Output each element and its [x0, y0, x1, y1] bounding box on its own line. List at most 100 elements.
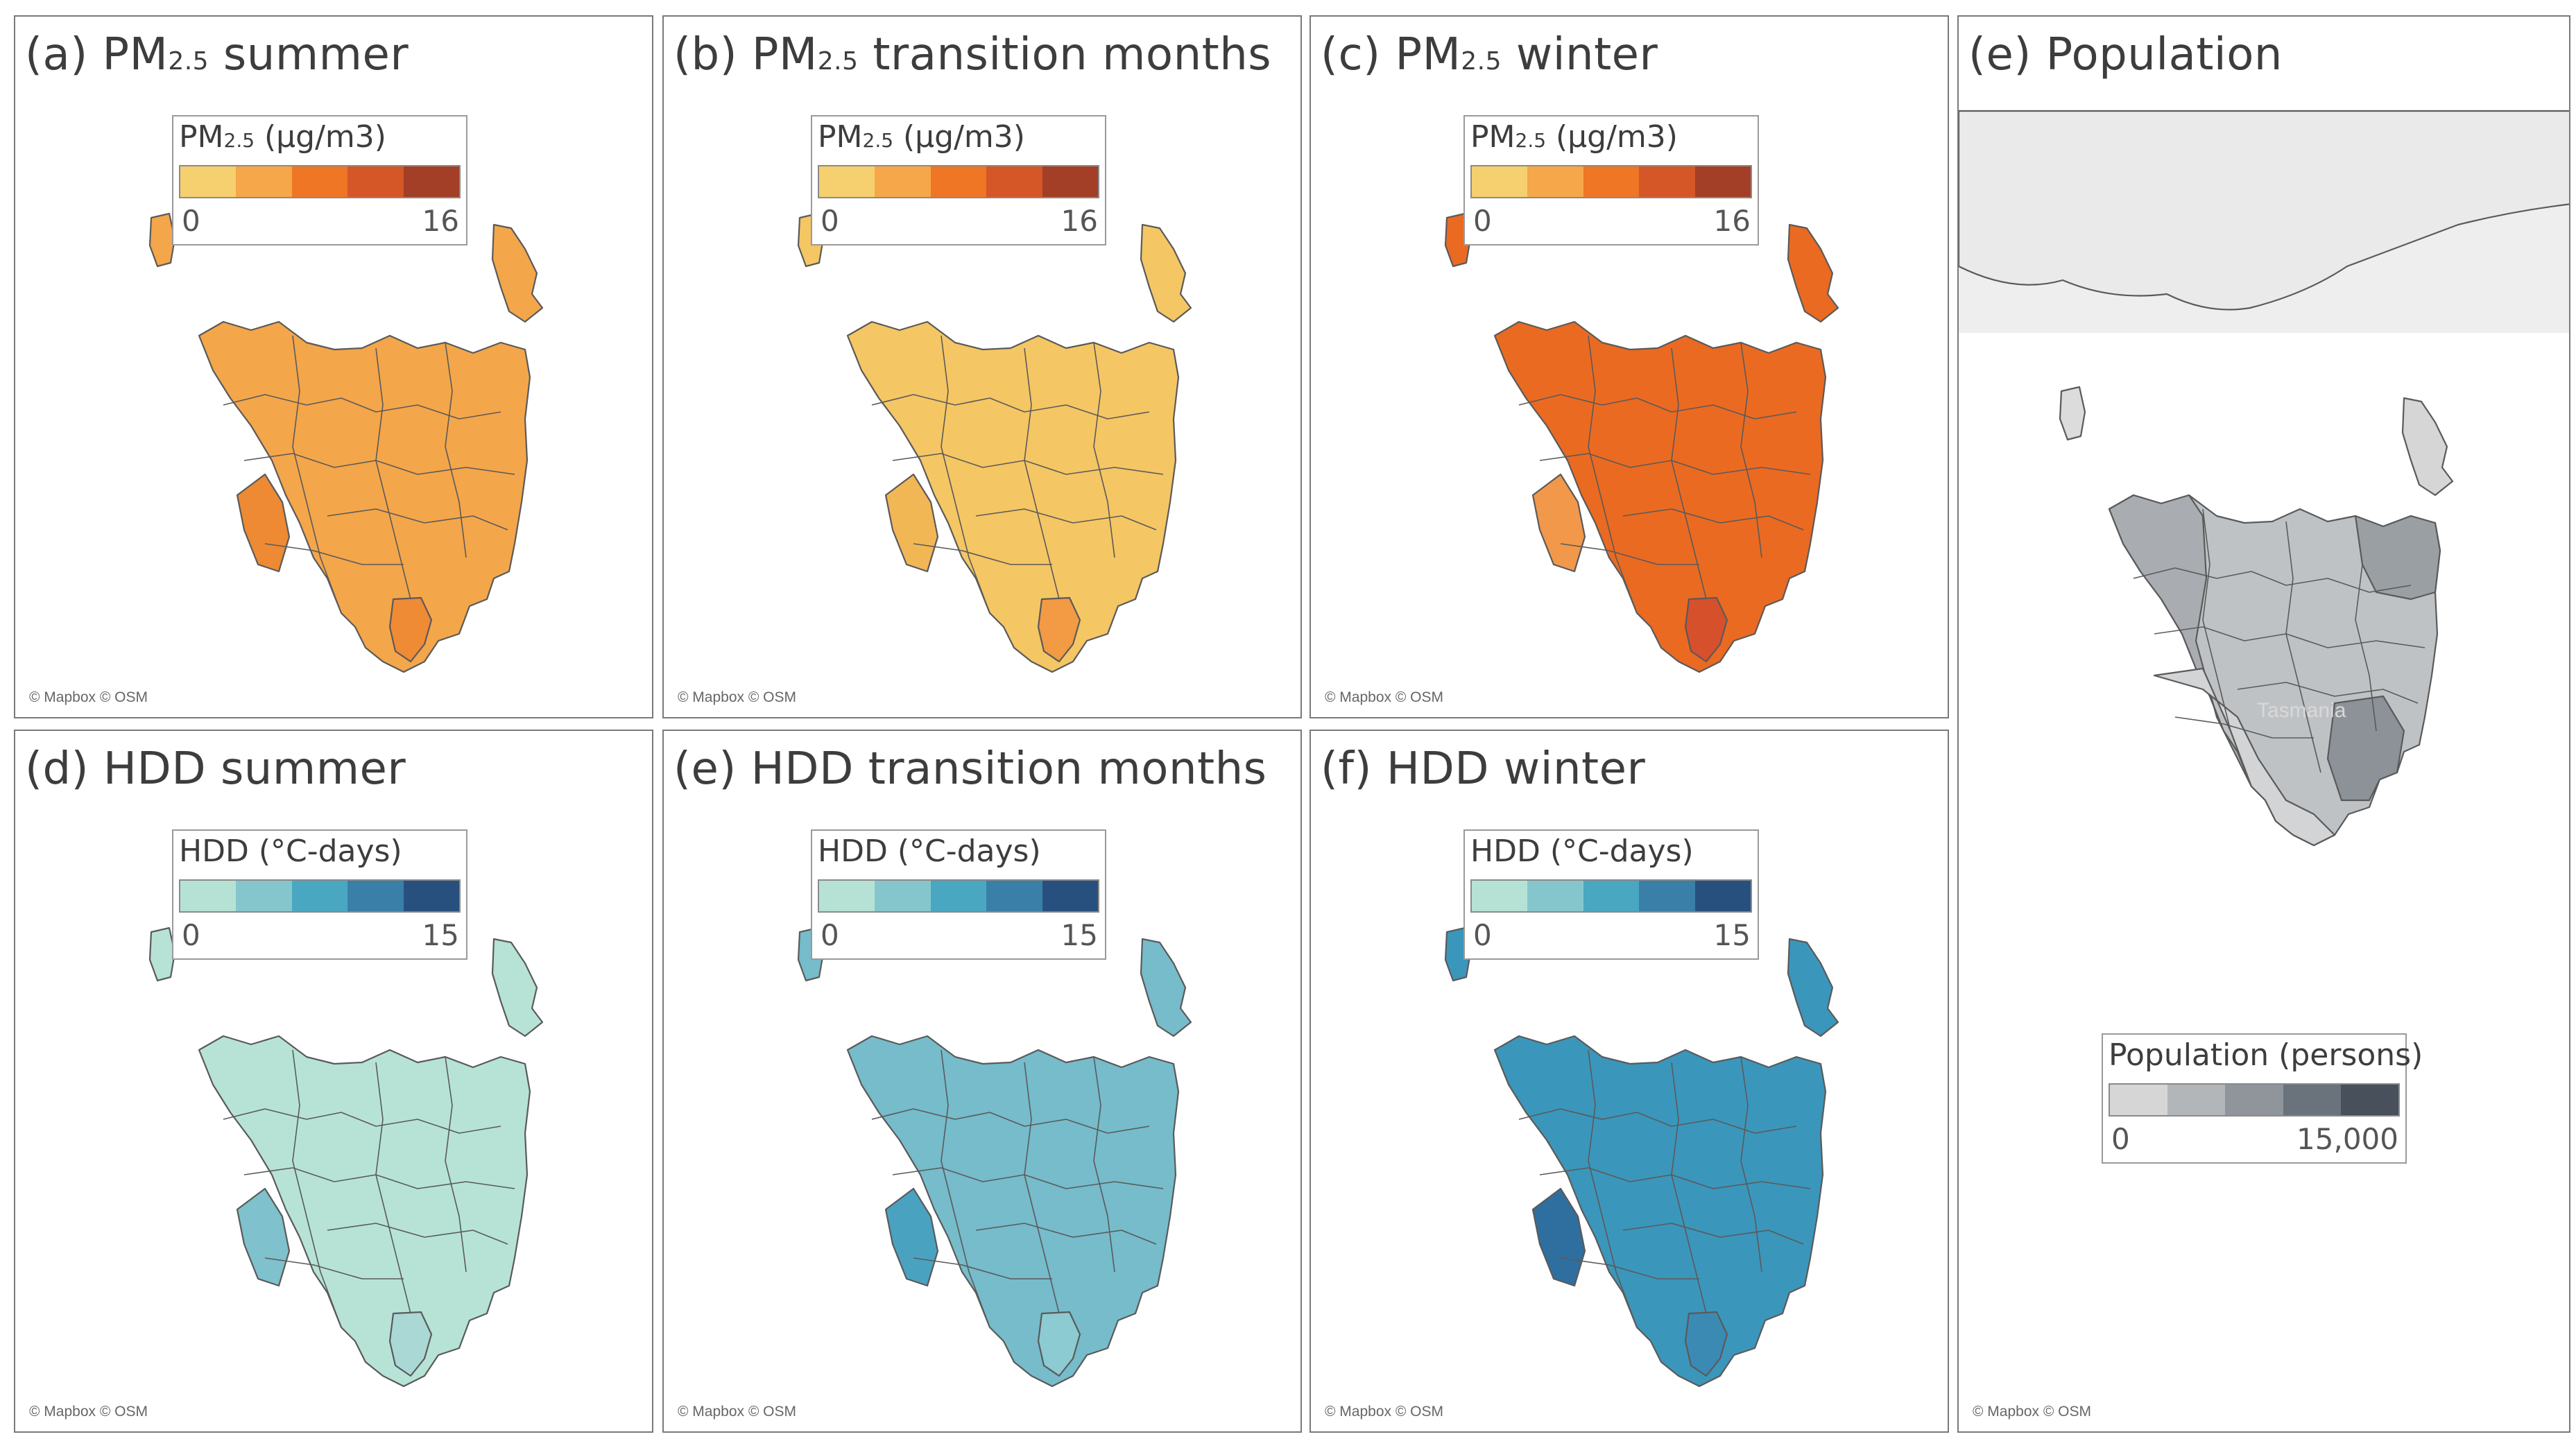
legend-swatch-3 [2225, 1085, 2283, 1115]
legend-swatch-2 [1527, 881, 1583, 911]
panel-title: (f) HDD winter [1321, 743, 1646, 795]
legend-swatch-2 [2167, 1085, 2226, 1115]
region-boundary-7 [1560, 543, 1699, 565]
legend-swatch-3 [291, 166, 348, 197]
north-east-region [2354, 515, 2441, 601]
south-east-region [1037, 596, 1081, 663]
region-boundary-1 [223, 394, 501, 420]
tasmania-main-region [846, 1035, 1180, 1388]
legend-swatch-3 [291, 881, 348, 911]
panel-title: (d) HDD summer [25, 743, 406, 795]
legend-title: HDD (°C-days) [1470, 834, 1694, 869]
legend-max: 15 [422, 918, 459, 952]
region-boundary-3 [941, 335, 990, 614]
region-boundary-4 [1671, 1062, 1707, 1314]
panel-pm25-winter: (c) PM2.5 winter PM2.5 (µg/m3) 0 16 © Ma… [1310, 15, 1949, 718]
tasmania-map[interactable] [15, 731, 653, 1433]
king-island-region [148, 212, 176, 268]
legend-min: 0 [182, 204, 200, 238]
west-coast-region [236, 473, 291, 573]
pm25-legend: PM2.5 (µg/m3) 0 16 [172, 115, 467, 245]
legend-swatch-3 [1583, 166, 1640, 197]
region-boundary-6 [2237, 682, 2419, 704]
legend-title: Population (persons) [2109, 1037, 2423, 1073]
legend-min: 0 [821, 918, 839, 952]
region-boundary-5 [1093, 1056, 1115, 1273]
legend-color-ramp [1470, 879, 1752, 913]
legend-max: 16 [1713, 204, 1751, 238]
tasmania-map[interactable] [15, 17, 653, 718]
tasmania-map[interactable] [1311, 17, 1949, 718]
legend-swatch-1 [180, 166, 237, 197]
legend-swatch-5 [1042, 166, 1099, 197]
legend-color-ramp [818, 879, 1099, 913]
region-boundary-5 [1093, 342, 1115, 558]
legend-title: PM2.5 (µg/m3) [1470, 119, 1678, 155]
legend-swatch-4 [1639, 881, 1695, 911]
region-boundary-4 [1024, 347, 1060, 600]
region-boundary-5 [1740, 1056, 1762, 1273]
west-coast-region [1531, 473, 1586, 573]
region-boundary-3 [292, 1049, 342, 1328]
region-boundary-6 [327, 508, 508, 531]
region-boundary-1 [223, 1108, 501, 1134]
tasmania-main-region [1493, 320, 1827, 673]
flinders-island-region [491, 223, 544, 323]
region-boundary-4 [375, 1062, 411, 1314]
map-credit[interactable]: © Mapbox © OSM [29, 689, 148, 705]
south-east-region [1684, 596, 1728, 663]
legend-swatch-1 [2110, 1085, 2168, 1115]
map-credit[interactable]: © Mapbox © OSM [1973, 1404, 2091, 1420]
legend-swatch-2 [875, 881, 931, 911]
region-boundary-1 [1518, 1108, 1797, 1134]
panel-title: (a) PM2.5 summer [25, 29, 409, 80]
tasmania-main-region [1493, 1035, 1827, 1388]
region-boundary-6 [975, 1223, 1157, 1245]
south-east-region [388, 596, 433, 663]
legend-swatch-1 [1472, 166, 1528, 197]
hdd-legend: HDD (°C-days) 0 15 [811, 829, 1106, 960]
west-coast-region [884, 473, 939, 573]
legend-min: 0 [1473, 918, 1492, 952]
hdd-legend: HDD (°C-days) 0 15 [1463, 829, 1759, 960]
region-boundary-6 [975, 508, 1157, 531]
legend-max: 15,000 [2296, 1122, 2398, 1156]
population-map[interactable]: Tasmania [1959, 17, 2570, 1433]
west-coast-region [236, 1187, 291, 1287]
legend-swatch-1 [1472, 881, 1528, 911]
map-credit[interactable]: © Mapbox © OSM [1325, 689, 1443, 705]
legend-swatch-3 [930, 166, 987, 197]
region-boundary-7 [2174, 716, 2314, 739]
legend-swatch-4 [2283, 1085, 2341, 1115]
map-credit[interactable]: © Mapbox © OSM [1325, 1404, 1443, 1420]
legend-min: 0 [821, 204, 839, 238]
region-boundary-7 [1560, 1257, 1699, 1279]
flinders-island-region [1140, 938, 1192, 1037]
legend-min: 0 [1473, 204, 1492, 238]
region-boundary-6 [1622, 1223, 1804, 1245]
tasmania-map[interactable] [664, 731, 1302, 1433]
legend-swatch-2 [236, 881, 292, 911]
map-credit[interactable]: © Mapbox © OSM [678, 689, 796, 705]
legend-color-ramp [179, 165, 461, 198]
legend-swatch-5 [1042, 881, 1099, 911]
region-boundary-7 [264, 543, 404, 565]
region-boundary-5 [2355, 515, 2377, 732]
legend-min: 0 [2111, 1122, 2130, 1156]
flinders-island-region [1140, 223, 1192, 323]
tasmania-map[interactable] [1311, 731, 1949, 1433]
region-boundary-5 [445, 342, 467, 558]
region-boundary-6 [1622, 508, 1804, 531]
legend-swatch-4 [986, 166, 1042, 197]
south-east-region [388, 1311, 433, 1377]
legend-swatch-3 [930, 881, 987, 911]
map-credit[interactable]: © Mapbox © OSM [29, 1404, 148, 1420]
flinders-island-region [1787, 223, 1839, 323]
king-island-region [148, 926, 176, 982]
panel-population: (e) Population Tasmania Population (pers… [1957, 15, 2570, 1433]
legend-title: HDD (°C-days) [179, 834, 402, 869]
map-credit[interactable]: © Mapbox © OSM [678, 1404, 796, 1420]
region-boundary-7 [913, 543, 1052, 565]
legend-title: PM2.5 (µg/m3) [818, 119, 1025, 155]
tasmania-map[interactable] [664, 17, 1302, 718]
